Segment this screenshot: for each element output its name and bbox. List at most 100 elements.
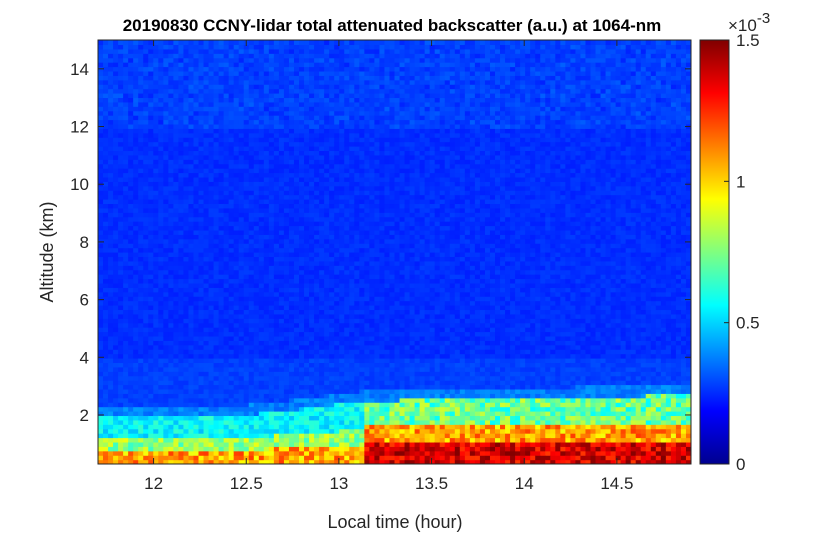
heatmap-cell: [153, 181, 159, 187]
heatmap-cell: [329, 415, 335, 421]
heatmap-cell: [278, 40, 285, 46]
heatmap-cell: [223, 331, 230, 337]
heatmap-cell: [309, 375, 315, 381]
heatmap-cell: [344, 309, 350, 315]
heatmap-cell: [354, 70, 360, 76]
heatmap-cell: [128, 176, 134, 182]
heatmap-cell: [208, 137, 215, 143]
heatmap-cell: [173, 66, 180, 72]
heatmap-cell: [113, 428, 119, 434]
heatmap-cell: [148, 225, 154, 231]
heatmap-cell: [113, 137, 119, 143]
heatmap-cell: [193, 225, 200, 231]
heatmap-cell: [324, 62, 330, 68]
heatmap-cell: [268, 225, 275, 231]
heatmap-cell: [354, 66, 360, 72]
heatmap-cell: [118, 450, 124, 456]
heatmap-cell: [173, 331, 180, 337]
heatmap-cell: [248, 260, 255, 266]
heatmap-cell: [128, 75, 134, 81]
heatmap-cell: [183, 247, 190, 253]
heatmap-cell: [118, 446, 124, 452]
heatmap-cell: [334, 84, 340, 90]
heatmap-cell: [103, 358, 109, 364]
heatmap-cell: [263, 256, 270, 262]
heatmap-cell: [148, 115, 154, 121]
heatmap-cell: [238, 287, 245, 293]
heatmap-cell: [198, 265, 205, 271]
heatmap-cell: [273, 252, 280, 258]
heatmap-cell: [163, 110, 169, 116]
heatmap-cell: [273, 344, 280, 350]
heatmap-cell: [138, 384, 144, 390]
heatmap-cell: [248, 154, 255, 160]
heatmap-cell: [133, 62, 139, 68]
heatmap-cell: [273, 349, 280, 355]
heatmap-cell: [324, 269, 330, 275]
heatmap-cell: [339, 415, 345, 421]
heatmap-cell: [123, 353, 129, 359]
heatmap-cell: [178, 380, 185, 386]
heatmap-cell: [349, 349, 355, 355]
heatmap-cell: [253, 234, 260, 240]
heatmap-cell: [138, 212, 144, 218]
heatmap-cell: [158, 446, 164, 452]
heatmap-cell: [188, 278, 195, 284]
heatmap-cell: [243, 84, 250, 90]
heatmap-cell: [98, 176, 104, 182]
heatmap-cell: [183, 269, 190, 275]
heatmap-cell: [193, 393, 200, 399]
heatmap-cell: [299, 75, 305, 81]
heatmap-cell: [123, 128, 129, 134]
heatmap-cell: [278, 331, 285, 337]
heatmap-cell: [218, 115, 225, 121]
heatmap-cell: [103, 243, 109, 249]
heatmap-cell: [198, 424, 205, 430]
heatmap-cell: [98, 207, 104, 213]
heatmap-cell: [243, 141, 250, 147]
heatmap-cell: [178, 313, 185, 319]
heatmap-cell: [178, 168, 185, 174]
heatmap-cell: [108, 66, 114, 72]
heatmap-cell: [288, 229, 295, 235]
heatmap-cell: [263, 207, 270, 213]
heatmap-cell: [293, 132, 300, 138]
heatmap-cell: [103, 269, 109, 275]
heatmap-cell: [198, 274, 205, 280]
heatmap-cell: [183, 88, 190, 94]
heatmap-cell: [188, 229, 195, 235]
heatmap-cell: [193, 168, 200, 174]
heatmap-cell: [213, 40, 220, 46]
heatmap-cell: [299, 229, 305, 235]
heatmap-cell: [153, 362, 159, 368]
heatmap-cell: [309, 84, 315, 90]
heatmap-cell: [248, 282, 255, 288]
heatmap-cell: [314, 75, 320, 81]
heatmap-cell: [314, 437, 320, 443]
heatmap-cell: [203, 75, 210, 81]
heatmap-cell: [153, 154, 159, 160]
heatmap-cell: [263, 70, 270, 76]
heatmap-cell: [299, 199, 305, 205]
heatmap-cell: [293, 212, 300, 218]
heatmap-cell: [158, 207, 164, 213]
heatmap-cell: [288, 362, 295, 368]
heatmap-cell: [168, 168, 174, 174]
heatmap-cell: [273, 185, 280, 191]
heatmap-cell: [238, 411, 245, 417]
heatmap-cell: [143, 88, 149, 94]
heatmap-cell: [238, 340, 245, 346]
heatmap-cell: [108, 150, 114, 156]
heatmap-cell: [278, 132, 285, 138]
heatmap-cell: [198, 243, 205, 249]
heatmap-cell: [153, 84, 159, 90]
heatmap-cell: [329, 353, 335, 359]
heatmap-cell: [263, 305, 270, 311]
heatmap-cell: [243, 146, 250, 152]
heatmap-cell: [188, 313, 195, 319]
heatmap-cell: [339, 119, 345, 125]
heatmap-cell: [223, 313, 230, 319]
heatmap-cell: [354, 119, 360, 125]
heatmap-cell: [123, 199, 129, 205]
heatmap-cell: [329, 70, 335, 76]
